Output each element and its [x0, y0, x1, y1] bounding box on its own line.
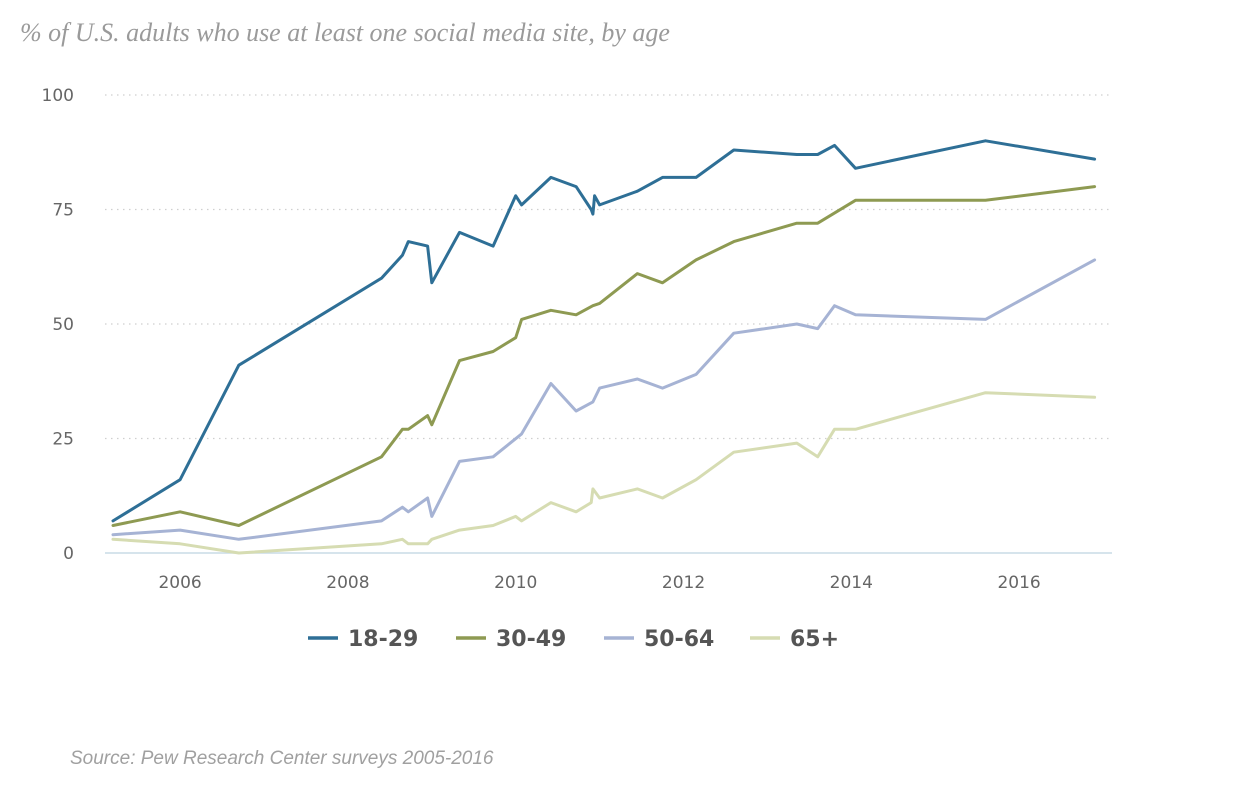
y-tick-label: 50: [52, 315, 74, 335]
series-line-65+: [111, 391, 1097, 555]
legend-label-18-29: 18-29: [348, 627, 418, 652]
y-tick-label: 25: [52, 430, 74, 450]
x-axis: 2006 2008 2010 2012 2014 2016: [105, 552, 1112, 593]
x-tick-label: 2006: [158, 573, 201, 593]
y-axis: 0 25 50 75 100: [42, 86, 74, 564]
legend: 18-29 30-49 50-64 65+: [308, 627, 839, 652]
series-line-30-49: [111, 185, 1097, 527]
x-tick-label: 2014: [830, 573, 873, 593]
series-line-18-29: [111, 139, 1097, 523]
legend-label-30-49: 30-49: [496, 627, 566, 652]
series-line-50-64: [111, 258, 1097, 541]
y-tick-label: 100: [42, 86, 74, 106]
legend-label-50-64: 50-64: [644, 627, 714, 652]
series-lines: [111, 139, 1097, 555]
y-tick-label: 0: [63, 544, 74, 564]
y-tick-label: 75: [52, 201, 74, 221]
chart-title: % of U.S. adults who use at least one so…: [20, 18, 670, 47]
x-tick-label: 2016: [997, 573, 1040, 593]
source-note: Source: Pew Research Center surveys 2005…: [70, 748, 494, 769]
x-tick-label: 2010: [494, 573, 537, 593]
x-tick-label: 2012: [662, 573, 705, 593]
legend-label-65+: 65+: [790, 627, 839, 652]
x-tick-label: 2008: [326, 573, 369, 593]
